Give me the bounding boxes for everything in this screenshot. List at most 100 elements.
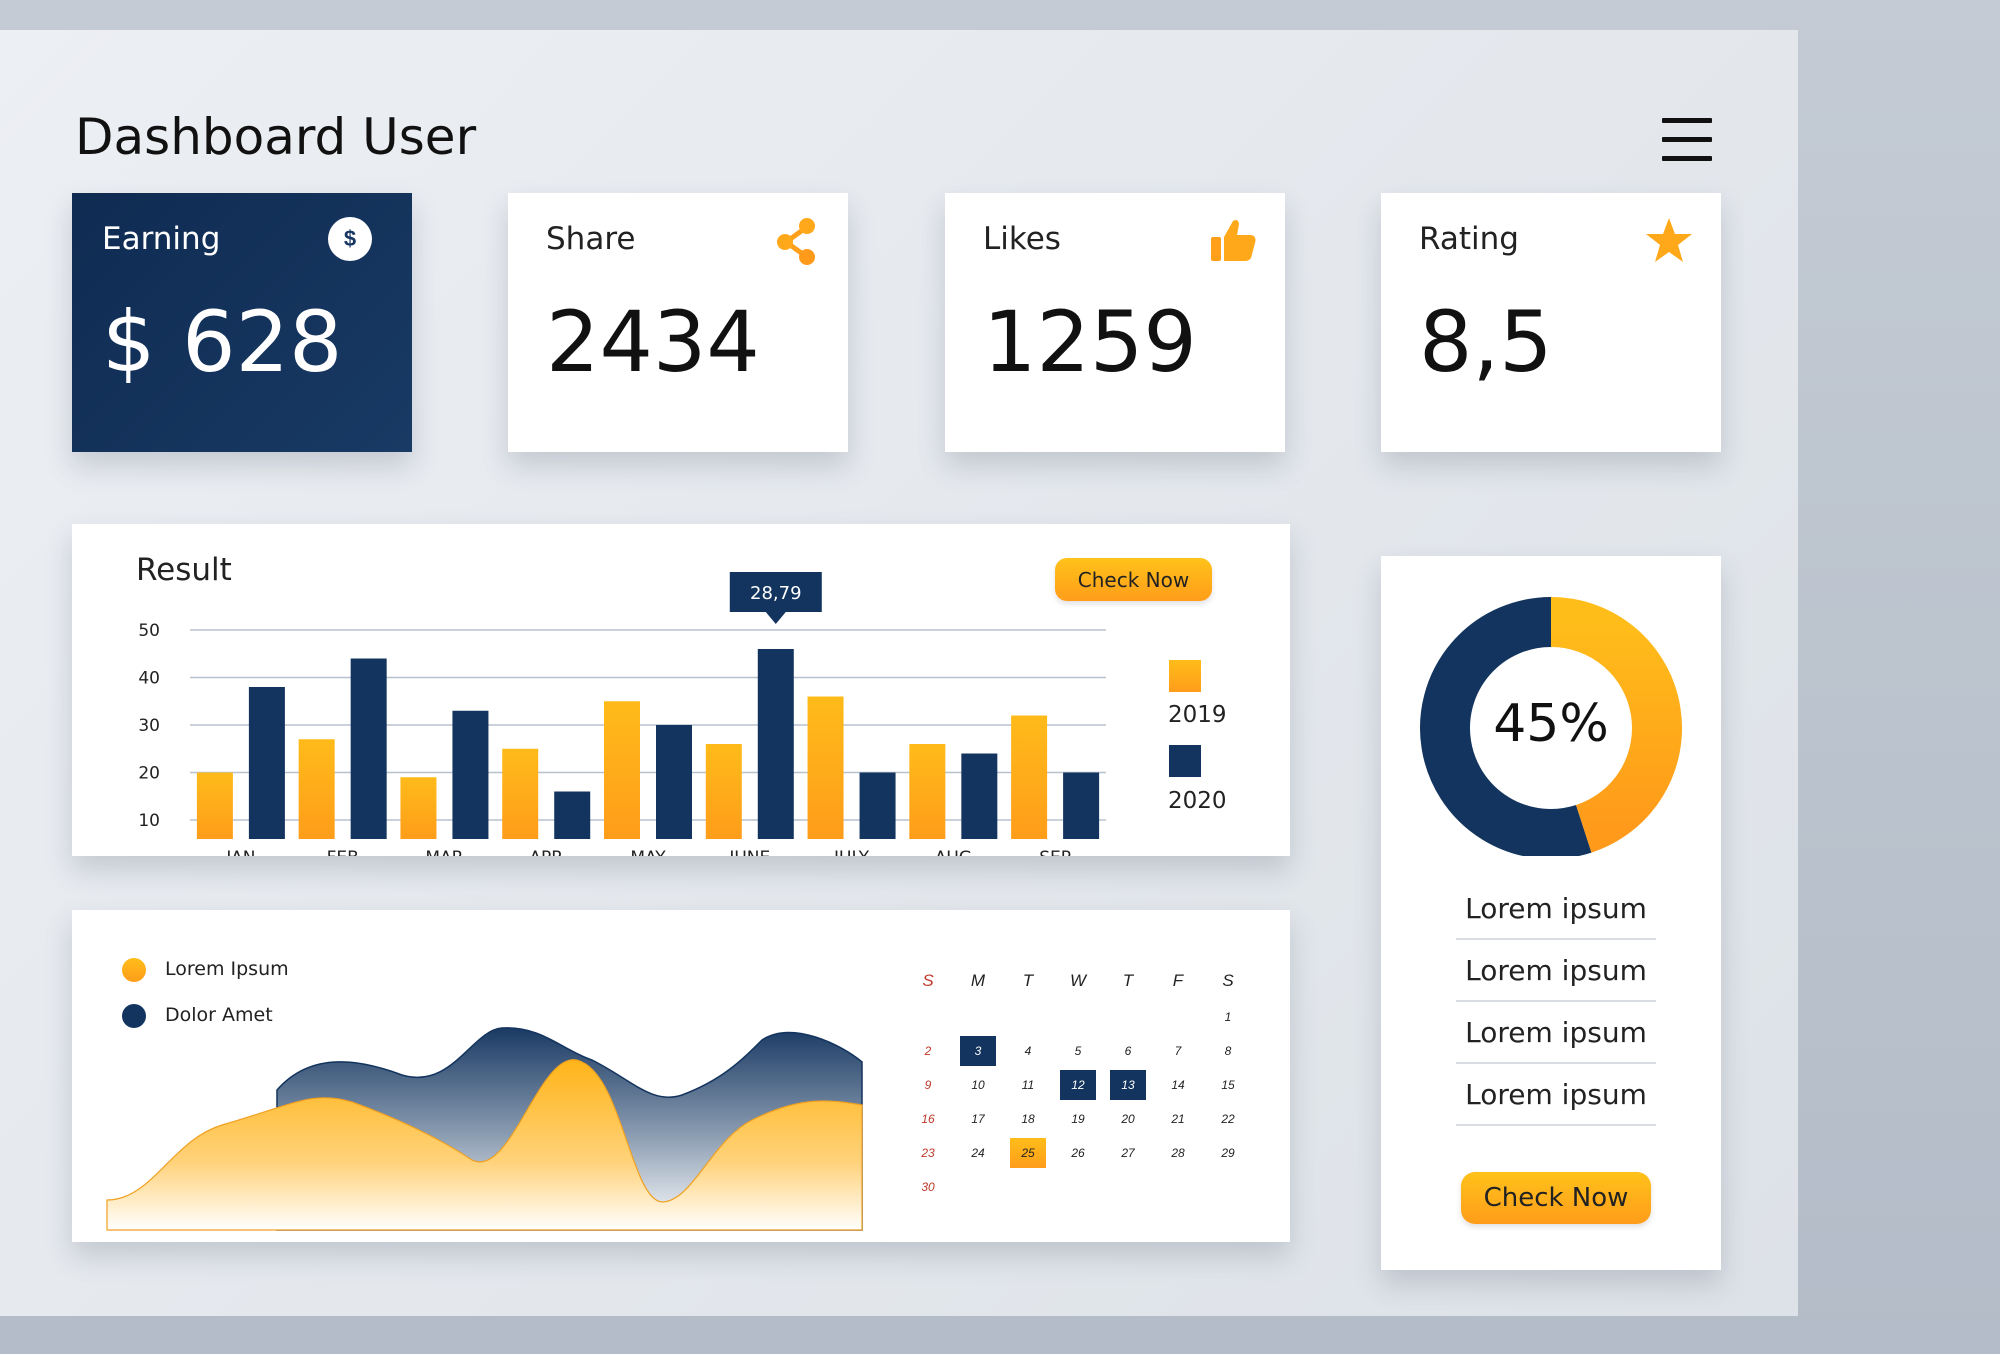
share-icon[interactable] — [770, 215, 822, 267]
likes-label: Likes — [983, 221, 1061, 257]
calendar-day-10[interactable]: 10 — [971, 1078, 985, 1092]
likes-value: 1259 — [983, 293, 1197, 391]
bar-2020-june — [757, 649, 794, 839]
calendar-day-19[interactable]: 19 — [1071, 1112, 1085, 1126]
donut-check-now-button[interactable]: Check Now — [1461, 1172, 1651, 1224]
result-chart-card: Result Check Now 10 20 30 40 50 JAN FEB MAR APR M… — [72, 524, 1290, 856]
bar-2020-jan — [248, 687, 285, 839]
calendar-day-30[interactable]: 30 — [921, 1180, 935, 1194]
legend-2020-label: 2020 — [1168, 788, 1227, 814]
x-tick-label: AUG — [935, 848, 972, 856]
calendar-day-12[interactable]: 12 — [1060, 1070, 1096, 1100]
legend-lorem-dot — [122, 958, 146, 982]
bar-2019-jan — [196, 772, 233, 839]
calendar: S M T W T F S 1 2 3 4 5 6 7 8 9 10 11 12 13 14 15 16 17 18 19 20 21… — [910, 966, 1240, 1226]
calendar-day-21[interactable]: 21 — [1171, 1112, 1185, 1126]
calendar-day-1[interactable]: 1 — [1224, 1010, 1232, 1024]
legend-2019-label: 2019 — [1168, 702, 1227, 728]
likes-card: Likes 1259 — [945, 193, 1285, 452]
calendar-day-25[interactable]: 25 — [1010, 1138, 1046, 1168]
share-label: Share — [546, 221, 636, 257]
calendar-day-28[interactable]: 28 — [1171, 1146, 1185, 1160]
bar-2019-may — [604, 701, 640, 839]
bar-2019-apr — [502, 748, 539, 839]
bar-2020-apr — [554, 791, 591, 839]
page-title: Dashboard User — [75, 108, 477, 166]
area-wave-chart — [106, 1027, 863, 1231]
calendar-day-29[interactable]: 29 — [1221, 1146, 1235, 1160]
x-tick-label: JAN — [225, 848, 255, 856]
calendar-day-14[interactable]: 14 — [1171, 1078, 1185, 1092]
star-icon[interactable] — [1643, 215, 1695, 267]
result-bar-chart: 10 20 30 40 50 JAN FEB MAR APR MAY JUNE JULY AUG SEP 2… — [138, 572, 1106, 856]
x-tick-label: SEP — [1039, 848, 1071, 856]
calendar-day-23[interactable]: 23 — [921, 1146, 935, 1160]
result-check-now-button[interactable]: Check Now — [1055, 558, 1212, 601]
calendar-weekday-header: M — [970, 971, 986, 990]
donut-chart — [1420, 597, 1682, 856]
donut-list-item[interactable]: Lorem ipsum — [1456, 878, 1656, 940]
calendar-day-15[interactable]: 15 — [1221, 1078, 1235, 1092]
bar-2019-mar — [400, 777, 437, 839]
bar-2020-mar — [452, 710, 489, 839]
rating-card: Rating 8,5 — [1381, 193, 1721, 452]
tooltip-pointer — [765, 612, 786, 624]
calendar-day-20[interactable]: 20 — [1121, 1112, 1135, 1126]
earning-card: Earning $ $ 628 — [72, 193, 412, 452]
calendar-day-8[interactable]: 8 — [1224, 1044, 1232, 1058]
x-tick-label: MAR — [425, 848, 463, 856]
donut-list-item[interactable]: Lorem ipsum — [1456, 1002, 1656, 1064]
y-tick-label: 10 — [138, 811, 160, 831]
bar-2019-july — [807, 696, 844, 839]
bar-2019-june — [705, 744, 742, 839]
calendar-day-6[interactable]: 6 — [1124, 1044, 1132, 1058]
calendar-day-22[interactable]: 22 — [1221, 1112, 1235, 1126]
x-tick-label: MAY — [630, 848, 666, 856]
calendar-day-9[interactable]: 9 — [924, 1078, 932, 1092]
rating-label: Rating — [1419, 221, 1519, 257]
calendar-day-11[interactable]: 11 — [1021, 1078, 1035, 1092]
calendar-day-3[interactable]: 3 — [960, 1036, 996, 1066]
calendar-day-24[interactable]: 24 — [971, 1146, 985, 1160]
legend-dolor-label: Dolor Amet — [165, 1004, 273, 1026]
x-tick-label: APR — [529, 848, 563, 856]
bar-2020-sep — [1063, 772, 1100, 839]
thumbs-up-icon[interactable] — [1207, 215, 1259, 267]
donut-slice-45 — [1550, 597, 1682, 853]
calendar-day-7[interactable]: 7 — [1174, 1044, 1182, 1058]
x-tick-label: JUNE — [728, 848, 770, 856]
tooltip-value: 28,79 — [750, 583, 802, 604]
x-tick-label: JULY — [833, 848, 870, 856]
calendar-weekday-header: S — [1222, 971, 1234, 990]
bar-2020-feb — [350, 658, 387, 839]
donut-slice-remaining — [1420, 597, 1592, 856]
calendar-weekday-header: T — [1122, 971, 1134, 990]
dashboard-panel: Dashboard User Earning $ $ 628 Share 243… — [0, 30, 1798, 1316]
y-tick-label: 40 — [138, 669, 160, 689]
bar-2019-aug — [909, 744, 946, 839]
legend-2020-swatch — [1169, 745, 1201, 777]
legend-lorem-label: Lorem Ipsum — [165, 958, 289, 980]
donut-card: 45% Lorem ipsum Lorem ipsum Lorem ipsum … — [1381, 556, 1721, 1270]
donut-list-item[interactable]: Lorem ipsum — [1456, 1064, 1656, 1126]
calendar-day-27[interactable]: 27 — [1121, 1146, 1135, 1160]
calendar-day-18[interactable]: 18 — [1021, 1112, 1035, 1126]
calendar-day-4[interactable]: 4 — [1024, 1044, 1032, 1058]
hamburger-menu-icon[interactable] — [1662, 118, 1712, 162]
earning-value: $ 628 — [102, 293, 343, 391]
share-card: Share 2434 — [508, 193, 848, 452]
earning-label: Earning — [102, 221, 221, 257]
calendar-weekday-header: F — [1172, 971, 1184, 990]
calendar-day-2[interactable]: 2 — [924, 1044, 932, 1058]
y-tick-label: 50 — [138, 621, 160, 641]
dollar-icon: $ — [328, 217, 372, 261]
bar-2019-feb — [298, 739, 335, 839]
rating-value: 8,5 — [1419, 293, 1553, 391]
donut-list-item[interactable]: Lorem ipsum — [1456, 940, 1656, 1002]
calendar-day-17[interactable]: 17 — [971, 1112, 985, 1126]
calendar-day-5[interactable]: 5 — [1074, 1044, 1082, 1058]
calendar-day-13[interactable]: 13 — [1110, 1070, 1146, 1100]
calendar-day-16[interactable]: 16 — [921, 1112, 935, 1126]
calendar-day-26[interactable]: 26 — [1071, 1146, 1085, 1160]
